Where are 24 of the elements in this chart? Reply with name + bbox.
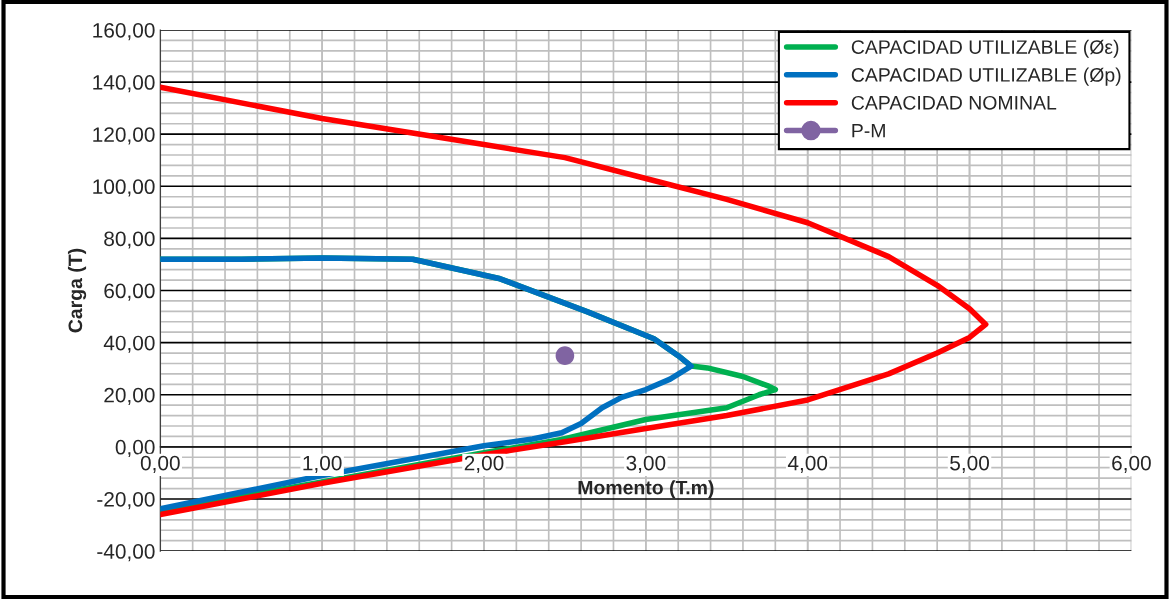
x-axis-title: Momento (T.m)	[578, 480, 714, 499]
x-tick-label: 1,00	[303, 455, 342, 473]
legend-label: CAPACIDAD NOMINAL	[851, 95, 1057, 110]
x-tick-label: 0,00	[140, 455, 180, 473]
y-tick-label: 20,00	[104, 387, 155, 405]
legend-label: P-M	[852, 123, 885, 138]
x-tick-label: 3,00	[626, 455, 666, 473]
y-tick-label: 40,00	[103, 335, 155, 353]
y-tick-label: 0,00	[115, 439, 155, 458]
y-tick-label: -40,00	[97, 544, 155, 562]
x-tick-label: 5,00	[950, 455, 989, 473]
y-tick-label: 100,00	[93, 179, 155, 197]
legend-label: CAPACIDAD UTILIZABLE (Øε)	[851, 39, 1119, 58]
y-tick-label: -20,00	[97, 491, 155, 510]
y-axis-title: Carga (T)	[67, 248, 87, 333]
x-tick-label: 4,00	[787, 455, 828, 473]
y-tick-label: 80,00	[104, 231, 155, 249]
x-tick-label: 2,00	[464, 455, 504, 473]
y-tick-label: 60,00	[104, 283, 155, 301]
legend-label: CAPACIDAD UTILIZABLE (Øp)	[851, 67, 1121, 86]
y-tick-label: 120,00	[93, 127, 155, 145]
x-tick-label: 6,00	[1112, 455, 1151, 473]
y-tick-label: 160,00	[93, 22, 155, 41]
y-tick-label: 140,00	[93, 75, 155, 93]
